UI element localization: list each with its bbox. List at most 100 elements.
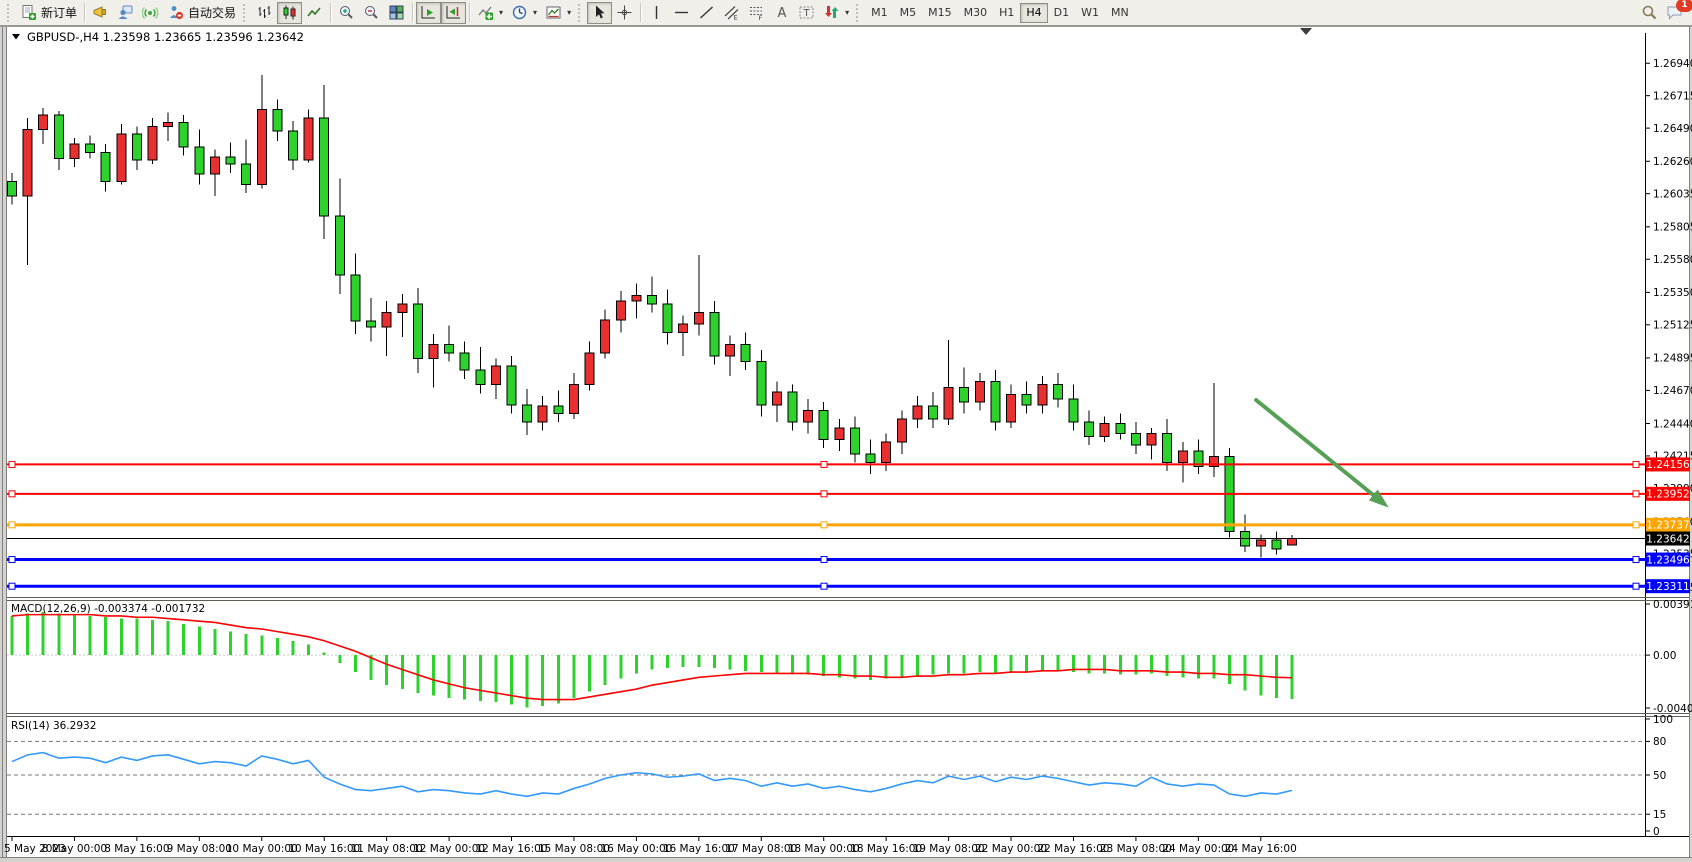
signals-button[interactable] bbox=[138, 2, 163, 24]
new-order-button[interactable]: 新订单 bbox=[16, 2, 81, 24]
candle-body bbox=[912, 405, 923, 420]
horizontal-line-object[interactable] bbox=[7, 521, 1645, 529]
text-tool-button[interactable]: A bbox=[769, 2, 794, 24]
horizontal-line-object[interactable] bbox=[7, 582, 1645, 590]
candle-body bbox=[178, 121, 189, 148]
time-tick-label: 11 May 08:00 bbox=[351, 843, 423, 855]
candle-body bbox=[1115, 423, 1126, 435]
toolbar-grip[interactable] bbox=[856, 3, 862, 22]
indicators-button[interactable]: ▾ bbox=[473, 2, 507, 24]
candle-body bbox=[381, 312, 392, 328]
candle-body bbox=[53, 114, 64, 159]
periods-icon bbox=[512, 5, 527, 20]
line-drag-handle[interactable] bbox=[1632, 556, 1640, 564]
timeframe-m5-button[interactable]: M5 bbox=[899, 6, 917, 19]
tile-windows-button[interactable] bbox=[384, 2, 409, 24]
zoom-in-button[interactable] bbox=[334, 2, 359, 24]
candle-body bbox=[1084, 421, 1095, 437]
auto-trading-button[interactable]: 自动交易 bbox=[163, 2, 240, 24]
line-drag-handle[interactable] bbox=[820, 490, 828, 498]
candle-body bbox=[631, 294, 642, 302]
time-tick-label: 17 May 08:00 bbox=[725, 843, 797, 855]
toolbar-grip[interactable] bbox=[578, 3, 584, 22]
candle-body bbox=[1255, 539, 1266, 547]
timeframe-m15-button[interactable]: M15 bbox=[928, 6, 952, 19]
candle-body bbox=[1177, 450, 1188, 463]
trendline-tool-button[interactable] bbox=[694, 2, 719, 24]
templates-button[interactable]: ▾ bbox=[541, 2, 575, 24]
arrows-icon bbox=[825, 6, 839, 18]
chart-canvas[interactable]: 1.26940 1.26715 1.26490 1.26260 1.26035 1.258… bbox=[0, 26, 1692, 862]
line-drag-handle[interactable] bbox=[820, 521, 828, 529]
line-drag-handle[interactable] bbox=[1632, 521, 1640, 529]
toolbar: 新订单 自动交易 ▾ ▾ bbox=[0, 0, 1692, 26]
candle-body bbox=[740, 343, 751, 363]
horizontal-line-object[interactable] bbox=[7, 460, 1645, 468]
auto-scroll-button[interactable] bbox=[416, 1, 442, 24]
toolbar-grip[interactable] bbox=[7, 3, 13, 22]
price-axis-label: 1.23737 bbox=[1646, 517, 1690, 532]
timeframe-m1-button[interactable]: M1 bbox=[871, 6, 888, 19]
candle-body bbox=[366, 320, 377, 328]
timeframe-d1-button[interactable]: D1 bbox=[1053, 6, 1070, 19]
chat-button[interactable]: 1 bbox=[1662, 0, 1692, 24]
zoom-out-button[interactable] bbox=[359, 2, 384, 24]
line-drag-handle[interactable] bbox=[820, 556, 828, 564]
market-watch-button[interactable] bbox=[88, 2, 113, 24]
macd-tick-label: 0.00 bbox=[1653, 650, 1676, 662]
community-button[interactable] bbox=[113, 2, 138, 24]
candle-body bbox=[1162, 433, 1173, 463]
separator bbox=[640, 3, 642, 22]
fibonacci-tool-button[interactable]: F bbox=[744, 2, 769, 24]
candle-body bbox=[974, 381, 985, 403]
line-drag-handle[interactable] bbox=[820, 460, 828, 468]
svg-text:1.23496: 1.23496 bbox=[1646, 554, 1690, 566]
line-chart-mode-button[interactable] bbox=[302, 2, 327, 24]
text-label-tool-button[interactable]: T bbox=[794, 2, 819, 24]
line-drag-handle[interactable] bbox=[8, 460, 16, 468]
line-drag-handle[interactable] bbox=[1632, 460, 1640, 468]
line-drag-handle[interactable] bbox=[8, 490, 16, 498]
chart-background[interactable] bbox=[7, 27, 1689, 857]
candle-body bbox=[444, 343, 455, 354]
vertical-line-tool-button[interactable] bbox=[644, 2, 669, 24]
candle-body bbox=[1271, 539, 1282, 550]
chevron-down-icon: ▾ bbox=[499, 8, 504, 17]
candle-body bbox=[209, 156, 220, 175]
candlestick-mode-button[interactable] bbox=[277, 1, 303, 24]
bar-chart-mode-button[interactable] bbox=[252, 2, 277, 24]
candle-body bbox=[849, 427, 860, 455]
line-drag-handle[interactable] bbox=[8, 521, 16, 529]
candle-body bbox=[428, 343, 439, 360]
timeframe-h4-button[interactable]: H4 bbox=[1020, 2, 1048, 23]
line-drag-handle[interactable] bbox=[1632, 490, 1640, 498]
timeframe-m30-button[interactable]: M30 bbox=[963, 6, 988, 19]
toolbar-grip[interactable] bbox=[243, 3, 249, 22]
crosshair-tool-button[interactable] bbox=[612, 2, 637, 24]
timeframe-h1-button[interactable]: H1 bbox=[999, 6, 1015, 19]
chart-shift-marker[interactable] bbox=[1300, 28, 1312, 35]
chart-title: GBPUSD-,H4 1.23598 1.23665 1.23596 1.236… bbox=[27, 30, 304, 44]
chart-shift-button[interactable] bbox=[441, 1, 467, 24]
line-drag-handle[interactable] bbox=[8, 556, 16, 564]
community-icon bbox=[118, 5, 133, 19]
one-click-trading-toggle[interactable] bbox=[12, 34, 20, 40]
arrow-annotation[interactable] bbox=[1254, 398, 1389, 508]
cursor-tool-button[interactable] bbox=[587, 1, 613, 24]
channel-tool-button[interactable]: E bbox=[719, 2, 744, 24]
line-drag-handle[interactable] bbox=[8, 582, 16, 590]
line-drag-handle[interactable] bbox=[1632, 582, 1640, 590]
candle-body bbox=[803, 410, 814, 423]
periods-button[interactable]: ▾ bbox=[507, 2, 541, 24]
line-drag-handle[interactable] bbox=[820, 582, 828, 590]
horizontal-line-tool-button[interactable] bbox=[669, 2, 694, 24]
timeframe-mn-button[interactable]: MN bbox=[1111, 6, 1129, 19]
time-tick-label: 23 May 08:00 bbox=[1100, 843, 1172, 855]
candle-body bbox=[1021, 394, 1032, 406]
candle-body bbox=[568, 384, 579, 414]
horizontal-line-object[interactable] bbox=[7, 556, 1645, 564]
timeframe-w1-button[interactable]: W1 bbox=[1081, 6, 1099, 19]
search-button[interactable] bbox=[1637, 2, 1662, 24]
arrows-tool-button[interactable]: ▾ bbox=[819, 2, 853, 24]
candle-body bbox=[896, 418, 907, 443]
